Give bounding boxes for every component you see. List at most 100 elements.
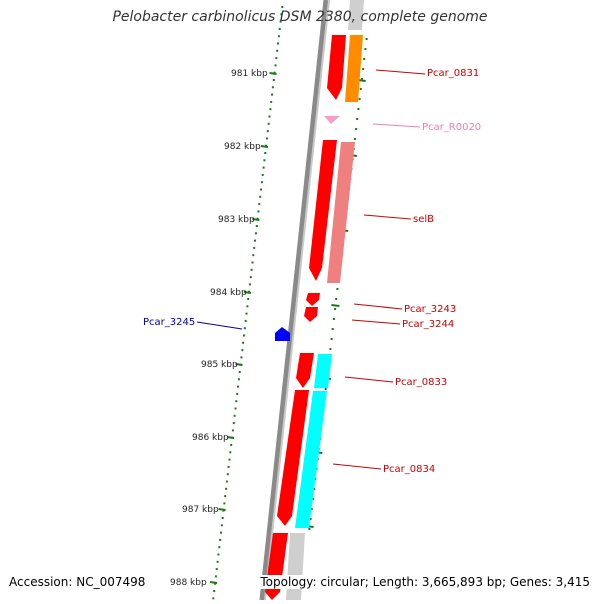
leader-pcar-0831 — [375, 69, 426, 75]
gene-pcar-0833-arrow[interactable] — [296, 353, 314, 388]
gene-label-pcar-0831[interactable]: Pcar_0831 — [427, 68, 479, 79]
gene-pcar-0834-arrow[interactable] — [277, 390, 309, 526]
gene-pcar-3243[interactable] — [306, 293, 320, 306]
gene-label-pcar-0834[interactable]: Pcar_0834 — [383, 464, 435, 475]
scale-dot — [220, 524, 223, 527]
outer-dot — [324, 388, 327, 390]
scale-dot — [220, 531, 222, 534]
outer-dot — [362, 68, 365, 70]
scale-dot — [274, 64, 277, 67]
gene-pcar-3245[interactable] — [275, 327, 290, 341]
outer-dot — [360, 78, 363, 80]
kbp-tick — [269, 72, 277, 75]
scale-dot — [281, 6, 284, 8]
kbp-tick — [218, 508, 226, 511]
outer-dot — [329, 348, 332, 350]
kbp-label: 988 kbp — [170, 578, 207, 588]
gene-pcar-r0020-rna[interactable] — [324, 116, 340, 124]
gene-selB[interactable] — [309, 140, 355, 283]
scale-dot — [262, 166, 265, 169]
outer-dot — [356, 118, 359, 120]
kbp-tick — [243, 291, 252, 294]
kbp-tick — [226, 436, 235, 439]
gene-pcar-0834[interactable] — [277, 390, 327, 528]
gene-label-pcar-3244[interactable]: Pcar_3244 — [402, 319, 454, 330]
gene-selB-arrow[interactable] — [309, 140, 337, 281]
kbp-scale — [209, 72, 277, 584]
scale-dot — [257, 210, 260, 213]
kbp-label: 981 kbp — [231, 69, 268, 79]
scale-dot — [273, 71, 276, 74]
gene-pcar-0833[interactable] — [296, 353, 332, 388]
gene-label-pcar-3243[interactable]: Pcar_3243 — [404, 304, 456, 315]
kbp-tick — [209, 581, 218, 584]
scale-dot — [212, 597, 215, 600]
gene-label-pcar-3245[interactable]: Pcar_3245 — [143, 317, 195, 328]
leader-pcar-3243 — [353, 303, 403, 310]
scale-dot — [250, 268, 253, 271]
outer-dot — [365, 38, 368, 40]
gene-pcar-0834-cds[interactable] — [295, 391, 327, 528]
scale-dot — [228, 458, 231, 461]
grey-feature-top — [348, 0, 364, 30]
kbp-tick — [235, 363, 243, 366]
gene-pcar-0831-cds[interactable] — [345, 35, 363, 102]
scale-dot — [266, 130, 269, 133]
scale-dot — [213, 590, 216, 592]
scale-dot — [236, 392, 239, 395]
scale-dot — [254, 239, 256, 242]
gene-label-pcar-r0020[interactable]: Pcar_R0020 — [422, 122, 481, 133]
scale-dot — [235, 400, 238, 403]
scale-dot — [255, 225, 258, 227]
scale-dot — [277, 35, 280, 38]
scale-dot — [276, 49, 279, 52]
scale-dot — [246, 305, 249, 308]
scale-dot — [248, 283, 251, 286]
scale-dot — [260, 188, 262, 191]
scale-dot — [271, 93, 274, 96]
scale-dot — [241, 349, 244, 352]
scale-dot — [263, 159, 266, 162]
scale-dot — [243, 334, 245, 337]
scale-dot — [245, 312, 248, 315]
topology-text: Topology: circular; Length: 3,665,893 bp… — [257, 575, 590, 589]
scale-dot — [267, 122, 270, 125]
gene-selB-cds[interactable] — [327, 142, 355, 283]
scale-dot — [268, 115, 271, 118]
scale-dot — [229, 451, 232, 454]
scale-dot — [258, 203, 261, 206]
outer-dot — [331, 328, 334, 330]
gene-labels: Pcar_0831 Pcar_R0020 selB Pcar_3243 Pcar… — [143, 68, 481, 475]
scale-dot — [259, 195, 262, 198]
gene-pcar-0833-cds[interactable] — [314, 354, 332, 388]
outer-dot — [334, 308, 337, 310]
gene-label-selB[interactable]: selB — [413, 214, 434, 225]
leader-pcar-r0020 — [372, 123, 421, 128]
outer-dot — [335, 298, 338, 300]
gene-label-pcar-0833[interactable]: Pcar_0833 — [395, 377, 447, 388]
scale-dot — [278, 27, 281, 30]
scale-dot — [218, 546, 221, 549]
outer-dot — [330, 338, 333, 340]
scale-dot — [214, 575, 217, 578]
scale-dot — [256, 217, 259, 220]
scale-dot — [271, 86, 274, 89]
gene-pcar-3244[interactable] — [304, 307, 318, 322]
scale-dot — [252, 254, 255, 257]
outer-dot — [359, 88, 362, 90]
outer-dot — [358, 98, 361, 100]
kbp-labels: 981 kbp 982 kbp 983 kbp 984 kbp 985 kbp … — [170, 69, 268, 588]
gene-pcar-0831[interactable] — [327, 35, 363, 102]
gene-pcar-0831-arrow[interactable] — [327, 35, 346, 100]
scale-dot — [265, 144, 268, 147]
kbp-label: 984 kbp — [210, 288, 247, 298]
kbp-label: 982 kbp — [224, 142, 261, 152]
scale-dot — [261, 173, 264, 176]
scale-dot — [275, 57, 278, 60]
scale-dot — [269, 108, 272, 111]
scale-dot — [248, 290, 251, 293]
scale-dot — [243, 327, 246, 330]
outer-dot — [332, 318, 335, 320]
